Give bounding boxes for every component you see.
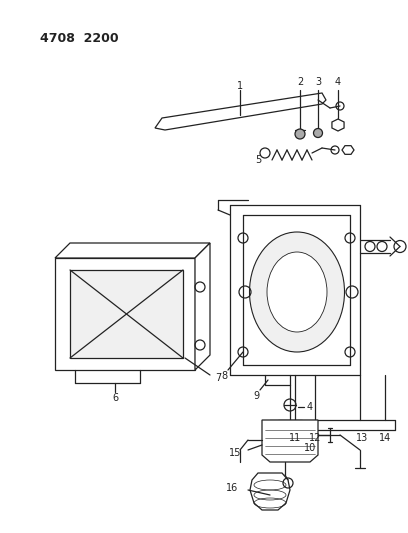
Text: 8: 8 bbox=[221, 371, 227, 381]
Text: 6: 6 bbox=[112, 393, 118, 403]
Ellipse shape bbox=[250, 232, 344, 352]
Circle shape bbox=[313, 128, 322, 138]
Circle shape bbox=[295, 129, 305, 139]
Text: 9: 9 bbox=[253, 391, 259, 401]
Text: 4: 4 bbox=[307, 402, 313, 412]
Text: 14: 14 bbox=[379, 433, 391, 443]
Text: 16: 16 bbox=[226, 483, 238, 493]
Text: 11: 11 bbox=[289, 433, 301, 443]
Text: 1: 1 bbox=[237, 81, 243, 91]
Text: 5: 5 bbox=[255, 155, 261, 165]
Text: 12: 12 bbox=[309, 433, 321, 443]
Text: 4708  2200: 4708 2200 bbox=[40, 32, 119, 45]
Polygon shape bbox=[342, 146, 354, 155]
Polygon shape bbox=[250, 473, 290, 510]
Polygon shape bbox=[332, 119, 344, 131]
Polygon shape bbox=[55, 243, 210, 258]
Text: 7: 7 bbox=[215, 373, 221, 383]
Text: 15: 15 bbox=[229, 448, 241, 458]
Text: 13: 13 bbox=[356, 433, 368, 443]
Polygon shape bbox=[55, 258, 195, 370]
Ellipse shape bbox=[267, 252, 327, 332]
Polygon shape bbox=[195, 243, 210, 370]
Text: 2: 2 bbox=[297, 77, 303, 87]
Polygon shape bbox=[262, 420, 318, 462]
Polygon shape bbox=[155, 93, 326, 130]
Polygon shape bbox=[70, 270, 183, 358]
Text: 3: 3 bbox=[315, 77, 321, 87]
Text: 4: 4 bbox=[335, 77, 341, 87]
Text: 10: 10 bbox=[304, 443, 316, 453]
